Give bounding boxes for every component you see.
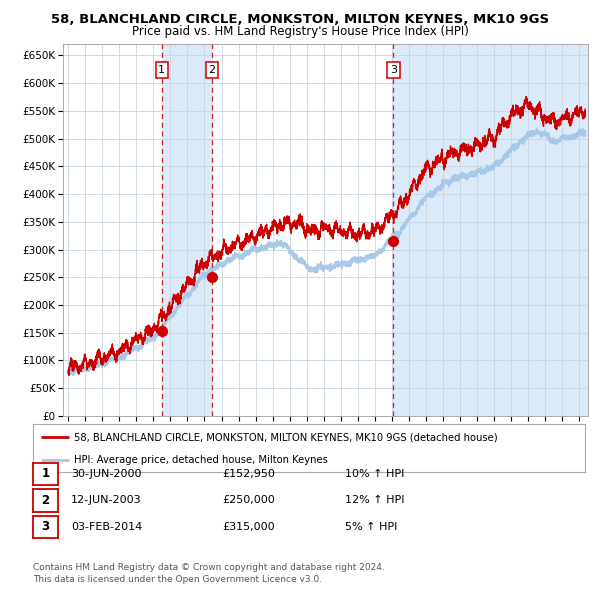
Text: 5% ↑ HPI: 5% ↑ HPI xyxy=(345,522,397,532)
Text: 03-FEB-2014: 03-FEB-2014 xyxy=(71,522,142,532)
Text: HPI: Average price, detached house, Milton Keynes: HPI: Average price, detached house, Milt… xyxy=(74,455,328,465)
Text: £152,950: £152,950 xyxy=(222,469,275,478)
Text: 12-JUN-2003: 12-JUN-2003 xyxy=(71,496,142,505)
Text: 3: 3 xyxy=(41,520,50,533)
Bar xyxy=(162,44,212,416)
Text: 3: 3 xyxy=(390,65,397,76)
Text: 10% ↑ HPI: 10% ↑ HPI xyxy=(345,469,404,478)
Text: Contains HM Land Registry data © Crown copyright and database right 2024.
This d: Contains HM Land Registry data © Crown c… xyxy=(33,563,385,584)
Text: Price paid vs. HM Land Registry's House Price Index (HPI): Price paid vs. HM Land Registry's House … xyxy=(131,25,469,38)
Bar xyxy=(394,44,588,416)
Text: 1: 1 xyxy=(41,467,50,480)
Text: £250,000: £250,000 xyxy=(222,496,275,505)
Text: 1: 1 xyxy=(158,65,166,76)
Text: 30-JUN-2000: 30-JUN-2000 xyxy=(71,469,142,478)
Text: 58, BLANCHLAND CIRCLE, MONKSTON, MILTON KEYNES, MK10 9GS: 58, BLANCHLAND CIRCLE, MONKSTON, MILTON … xyxy=(51,13,549,26)
Text: 12% ↑ HPI: 12% ↑ HPI xyxy=(345,496,404,505)
Text: 2: 2 xyxy=(41,494,50,507)
Text: £315,000: £315,000 xyxy=(222,522,275,532)
Text: 58, BLANCHLAND CIRCLE, MONKSTON, MILTON KEYNES, MK10 9GS (detached house): 58, BLANCHLAND CIRCLE, MONKSTON, MILTON … xyxy=(74,432,498,442)
Text: 2: 2 xyxy=(209,65,215,76)
